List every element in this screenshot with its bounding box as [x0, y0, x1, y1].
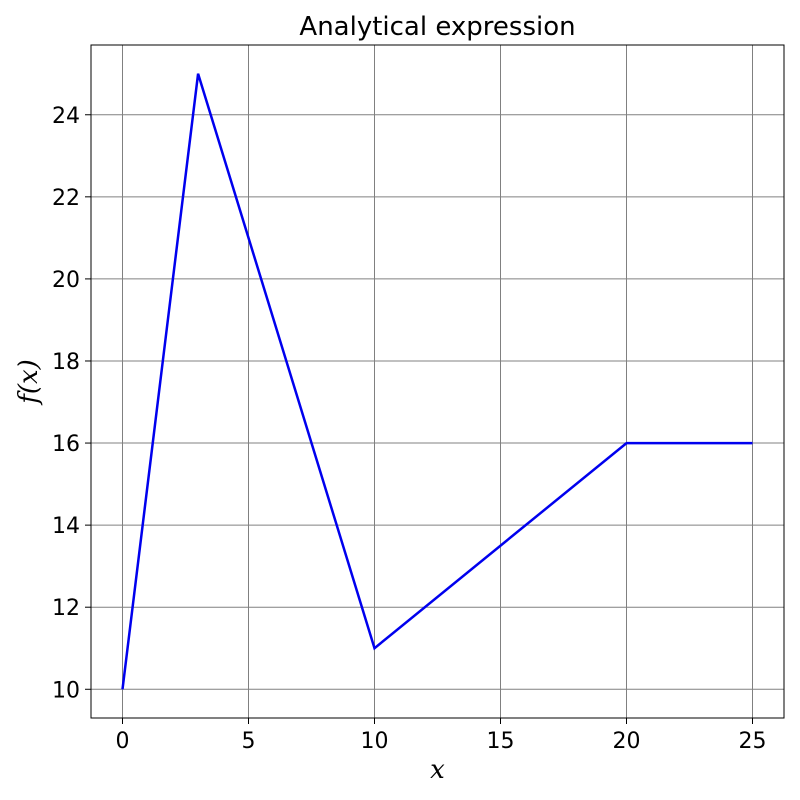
y-axis-label: f(x)	[14, 359, 44, 406]
y-tick-label-2: 14	[52, 514, 80, 539]
y-tick-label-4: 18	[52, 350, 80, 375]
y-tick-label-7: 24	[52, 104, 80, 129]
grid-lines	[91, 45, 784, 718]
y-tick-label-0: 10	[52, 678, 80, 703]
x-tick-label-2: 10	[361, 729, 389, 754]
series-layer	[121, 73, 753, 690]
series-line-0	[121, 73, 753, 690]
y-tick-label-6: 22	[52, 186, 80, 211]
x-axis-label: x	[430, 755, 445, 785]
x-tick-label-5: 25	[739, 729, 767, 754]
x-tick-label-4: 20	[613, 729, 641, 754]
y-tick-label-5: 20	[52, 268, 80, 293]
ticks-layer: 0 5 10 15 20 25 10 12 14 16 18 20 22 24	[52, 104, 767, 754]
x-tick-label-0: 0	[116, 729, 130, 754]
plot-frame	[90, 44, 785, 719]
y-tick-label-3: 16	[52, 432, 80, 457]
x-tick-label-1: 5	[242, 729, 256, 754]
chart-title: Analytical expression	[299, 12, 575, 42]
x-tick-label-3: 15	[487, 729, 515, 754]
y-tick-label-1: 12	[52, 596, 80, 621]
